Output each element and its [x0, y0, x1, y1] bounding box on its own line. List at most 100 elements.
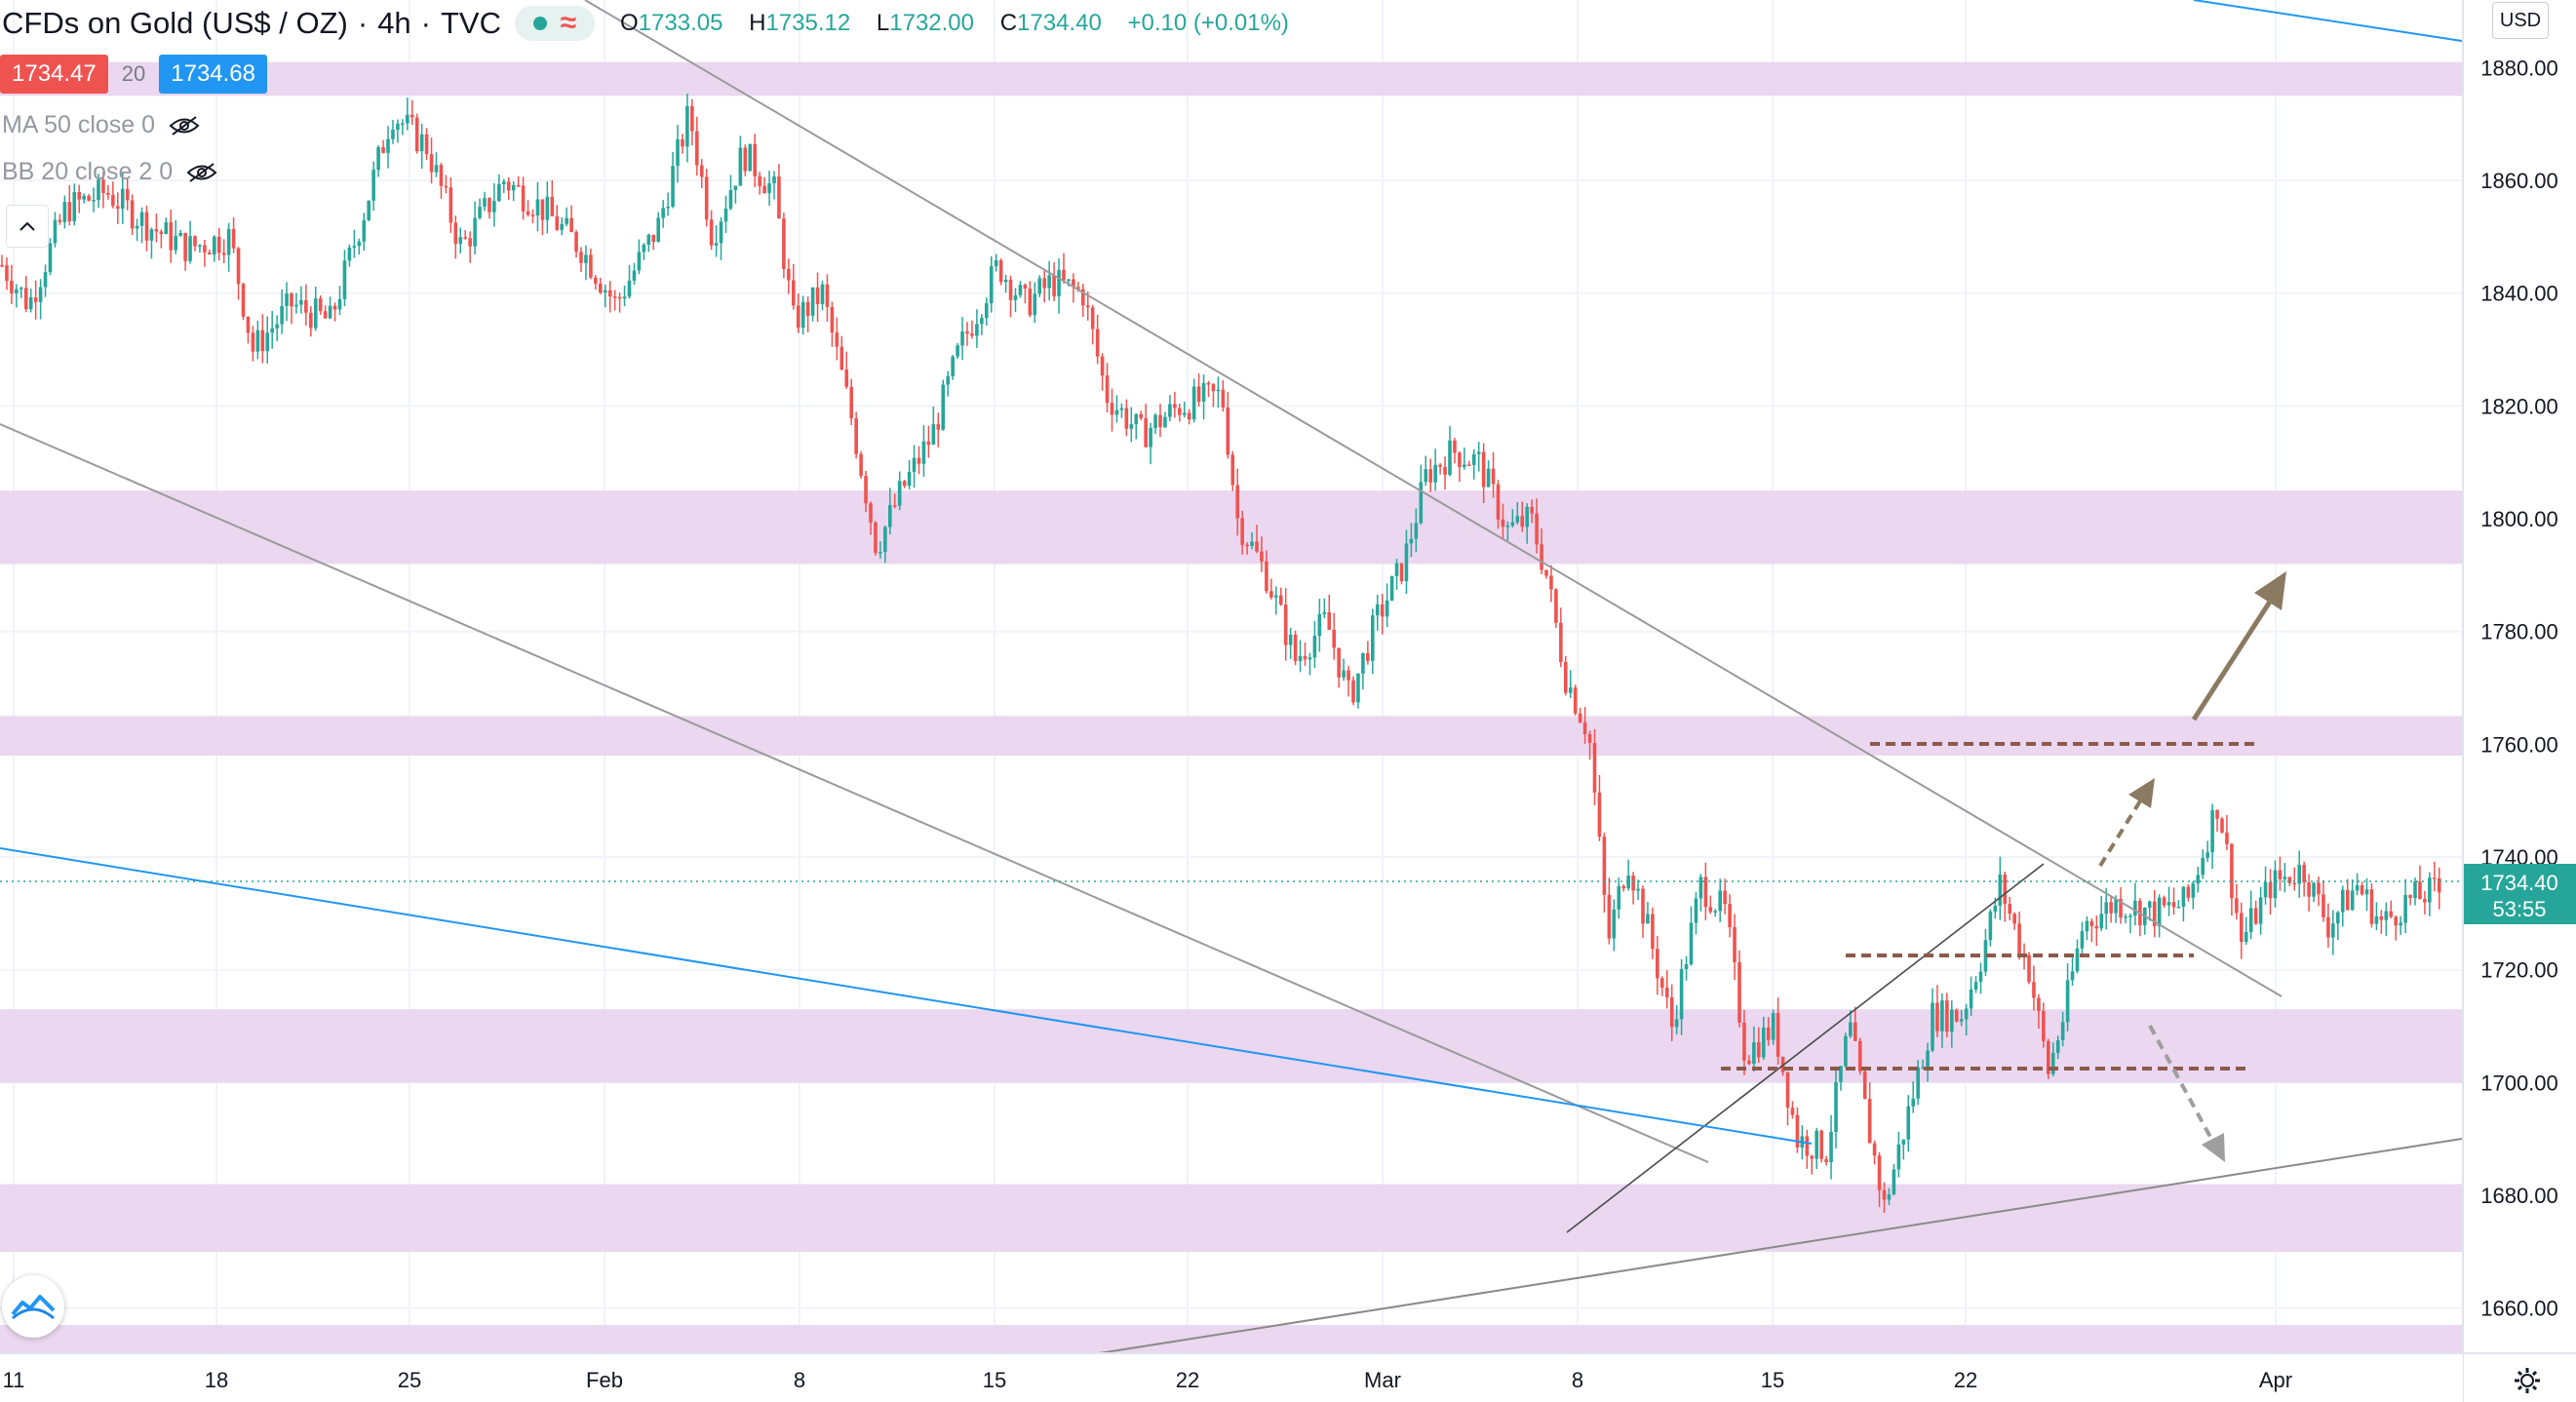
candle-bearish[interactable]: [965, 322, 969, 346]
candle-bearish[interactable]: [835, 317, 839, 361]
sell-price-button[interactable]: 1734.47: [0, 55, 108, 94]
candle-bullish[interactable]: [1698, 874, 1703, 912]
candle-bullish[interactable]: [188, 220, 192, 264]
candle-bullish[interactable]: [883, 526, 887, 564]
candle-bearish[interactable]: [1592, 728, 1597, 805]
bullish-arrow[interactable]: [2191, 571, 2286, 721]
candle-bullish[interactable]: [1047, 260, 1051, 301]
market-status-pill[interactable]: ≈: [515, 6, 595, 41]
candle-bearish[interactable]: [589, 248, 593, 280]
candle-bullish[interactable]: [685, 94, 689, 163]
symbol-title[interactable]: CFDs on Gold (US$ / OZ): [2, 6, 348, 40]
candle-bullish[interactable]: [980, 314, 984, 335]
candle-bearish[interactable]: [743, 144, 748, 176]
candle-bullish[interactable]: [810, 287, 815, 322]
candle-bullish[interactable]: [406, 97, 410, 131]
candle-bullish[interactable]: [376, 144, 380, 177]
candle-bearish[interactable]: [116, 192, 120, 224]
candle-bullish[interactable]: [2080, 921, 2085, 955]
candle-bearish[interactable]: [1535, 498, 1539, 554]
candle-bullish[interactable]: [656, 212, 660, 243]
candle-bearish[interactable]: [1867, 1082, 1872, 1144]
candle-bullish[interactable]: [371, 161, 375, 212]
candle-bearish[interactable]: [1805, 1129, 1810, 1169]
candle-bearish[interactable]: [1597, 775, 1602, 841]
price-zone-band[interactable]: [0, 716, 2462, 756]
candle-bearish[interactable]: [1139, 410, 1143, 421]
candle-bullish[interactable]: [1684, 955, 1689, 981]
candle-bearish[interactable]: [902, 480, 907, 488]
candle-bullish[interactable]: [800, 295, 805, 335]
candle-bearish[interactable]: [1723, 878, 1727, 915]
candle-bullish[interactable]: [1191, 378, 1196, 423]
candle-bearish[interactable]: [246, 316, 251, 344]
candle-bullish[interactable]: [1568, 670, 1573, 698]
candle-bearish[interactable]: [1954, 1008, 1959, 1023]
candle-bearish[interactable]: [1501, 503, 1505, 540]
candle-bullish[interactable]: [989, 255, 994, 313]
candle-bearish[interactable]: [1877, 1151, 1882, 1208]
candle-bullish[interactable]: [419, 123, 424, 169]
candle-bullish[interactable]: [43, 264, 48, 297]
candle-bullish[interactable]: [676, 125, 680, 183]
candle-bearish[interactable]: [1438, 463, 1442, 475]
candle-bearish[interactable]: [805, 295, 810, 332]
price-zone-band[interactable]: [0, 61, 2462, 97]
candle-bullish[interactable]: [1385, 583, 1389, 628]
candle-bullish[interactable]: [1414, 508, 1419, 553]
candle-bullish[interactable]: [1983, 928, 1988, 977]
candle-bullish[interactable]: [1959, 1009, 1964, 1027]
candle-bearish[interactable]: [130, 194, 135, 236]
candle-bearish[interactable]: [917, 446, 921, 475]
candle-bullish[interactable]: [1389, 575, 1394, 602]
candle-bullish[interactable]: [714, 225, 719, 257]
candle-bearish[interactable]: [1776, 997, 1780, 1065]
candle-bullish[interactable]: [1033, 282, 1037, 324]
candle-bearish[interactable]: [1221, 379, 1226, 412]
candle-bearish[interactable]: [521, 176, 526, 220]
candle-bullish[interactable]: [2191, 880, 2196, 910]
candle-bullish[interactable]: [53, 212, 58, 248]
candle-bearish[interactable]: [2089, 917, 2094, 943]
candle-bullish[interactable]: [1308, 652, 1312, 676]
candle-bullish[interactable]: [1394, 559, 1399, 590]
candle-bullish[interactable]: [1250, 531, 1254, 550]
candle-bearish[interactable]: [2032, 965, 2036, 1011]
candle-bullish[interactable]: [1771, 1009, 1776, 1045]
candle-bearish[interactable]: [2162, 895, 2166, 909]
candle-bullish[interactable]: [1906, 1095, 1911, 1152]
candle-bullish[interactable]: [2060, 1011, 2065, 1047]
candle-bullish[interactable]: [2312, 881, 2316, 903]
candle-bullish[interactable]: [178, 229, 182, 237]
candle-bullish[interactable]: [2128, 913, 2132, 934]
candle-bearish[interactable]: [1105, 363, 1110, 413]
candle-bullish[interactable]: [1433, 448, 1437, 491]
candle-bullish[interactable]: [386, 126, 390, 169]
candle-bullish[interactable]: [1486, 460, 1491, 487]
candle-bearish[interactable]: [1544, 569, 1548, 579]
candle-bearish[interactable]: [1269, 578, 1273, 600]
candle-bearish[interactable]: [463, 230, 467, 240]
candle-bullish[interactable]: [1317, 599, 1322, 652]
candle-bearish[interactable]: [2235, 883, 2239, 920]
candle-bearish[interactable]: [468, 231, 472, 263]
candle-bullish[interactable]: [1361, 652, 1365, 690]
candle-bearish[interactable]: [1399, 563, 1404, 585]
candle-bullish[interactable]: [622, 285, 627, 307]
candle-bullish[interactable]: [2428, 872, 2432, 916]
candle-bearish[interactable]: [1621, 883, 1625, 892]
candle-bullish[interactable]: [1901, 1139, 1906, 1160]
candle-bullish[interactable]: [164, 217, 169, 235]
candle-bearish[interactable]: [1757, 1027, 1761, 1064]
candle-bearish[interactable]: [1607, 877, 1612, 945]
candle-bearish[interactable]: [1481, 443, 1486, 504]
candle-bullish[interactable]: [357, 238, 362, 255]
candle-bearish[interactable]: [2408, 894, 2412, 906]
candle-bullish[interactable]: [352, 229, 357, 258]
candle-bullish[interactable]: [502, 178, 506, 193]
candle-bullish[interactable]: [2050, 1042, 2055, 1077]
candle-bullish[interactable]: [2263, 866, 2268, 905]
candle-bullish[interactable]: [1694, 892, 1698, 935]
candle-bearish[interactable]: [2326, 903, 2330, 948]
